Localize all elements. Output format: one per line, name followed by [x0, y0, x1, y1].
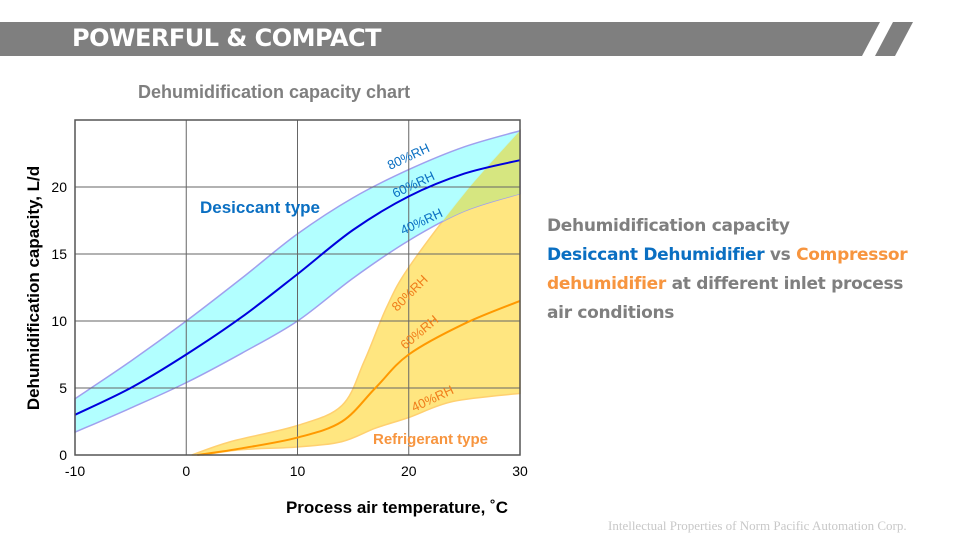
x-tick-label: -10: [65, 463, 85, 479]
description-line1: Dehumidification capacity: [547, 216, 790, 236]
footer-copyright: Intellectual Properties of Norm Pacific …: [608, 518, 907, 533]
desiccant-text: Desiccant Dehumidifier: [547, 245, 765, 265]
y-tick-label: 5: [59, 380, 67, 396]
description-rest: at different inlet process air condition…: [547, 274, 904, 323]
y-tick-label: 20: [51, 179, 67, 195]
refrigerant-type-label: Refrigerant type: [373, 431, 488, 448]
desiccant-type-label: Desiccant type: [200, 198, 320, 217]
header-banner: [0, 22, 913, 56]
x-tick-label: 20: [401, 463, 417, 479]
banner-stripe: [875, 22, 913, 56]
x-axis-label: Process air temperature, ˚C: [286, 498, 508, 517]
y-tick-label: 15: [51, 246, 67, 262]
desiccant-60rh-line: [74, 159, 521, 416]
compressor-text: Compressor dehumidifier: [547, 245, 908, 294]
refrigerant-60rh-line: [197, 299, 521, 456]
vs-text: vs: [764, 245, 797, 265]
y-axis-label: Dehumidification capacity, L/d: [24, 166, 43, 410]
x-tick-label: 30: [512, 463, 528, 479]
y-tick-label: 0: [59, 447, 67, 463]
x-tick-label: 10: [290, 463, 306, 479]
plot-frame: [74, 119, 521, 456]
description: Dehumidification capacity Desiccant Dehu…: [547, 212, 927, 328]
x-tick-label: 0: [182, 463, 190, 479]
page-title: POWERFUL & COMPACT: [72, 24, 382, 52]
chart-title: Dehumidification capacity chart: [138, 82, 411, 102]
y-tick-label: 10: [51, 313, 67, 329]
